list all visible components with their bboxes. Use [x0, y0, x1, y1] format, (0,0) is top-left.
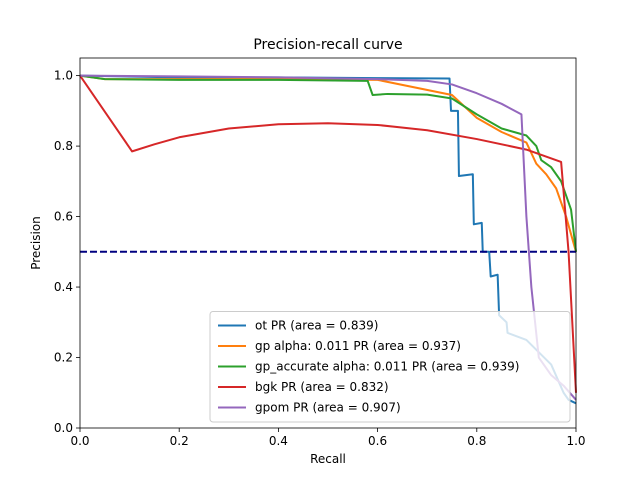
- y-axis-label: Precision: [29, 216, 43, 270]
- legend-entry-5: gpom PR (area = 0.907): [255, 401, 401, 415]
- x-axis-label: Recall: [310, 452, 346, 466]
- x-tick-label: 0.8: [467, 434, 486, 448]
- x-tick-label: 0.0: [70, 434, 89, 448]
- series-line-3: [79, 74, 577, 252]
- legend-entry-2: gp alpha: 0.011 PR (area = 0.937): [255, 339, 461, 353]
- y-tick-label: 0.0: [54, 421, 73, 435]
- axes-frame: [79, 57, 577, 429]
- legend: ot PR (area = 0.839) gp alpha: 0.011 PR (…: [209, 311, 571, 423]
- legend-entry-3: gp_accurate alpha: 0.011 PR (area = 0.93…: [255, 360, 519, 374]
- x-tick-label: 0.2: [170, 434, 189, 448]
- x-tick-label: 0.6: [368, 434, 387, 448]
- x-tick-label: 0.4: [269, 434, 288, 448]
- y-tick-label: 0.2: [54, 351, 73, 365]
- legend-entry-4: bgk PR (area = 0.832): [255, 380, 389, 394]
- y-tick-label: 0.4: [54, 280, 73, 294]
- legend-box: [209, 311, 571, 423]
- y-tick-label: 1.0: [54, 69, 73, 83]
- x-tick-label: 1.0: [566, 434, 585, 448]
- y-tick-label: 0.8: [54, 139, 73, 153]
- series-line-4: [79, 75, 577, 393]
- y-tick-label: 0.6: [54, 210, 73, 224]
- series-group: [79, 74, 577, 405]
- legend-entry-1: ot PR (area = 0.839): [255, 319, 378, 333]
- axes-group: 0.0 0.2 0.4 0.6 0.8 1.0 0.0 0.2 0.4 0.6 0.8 1.0: [54, 57, 586, 448]
- chart-title: Precision-recall curve: [253, 37, 402, 53]
